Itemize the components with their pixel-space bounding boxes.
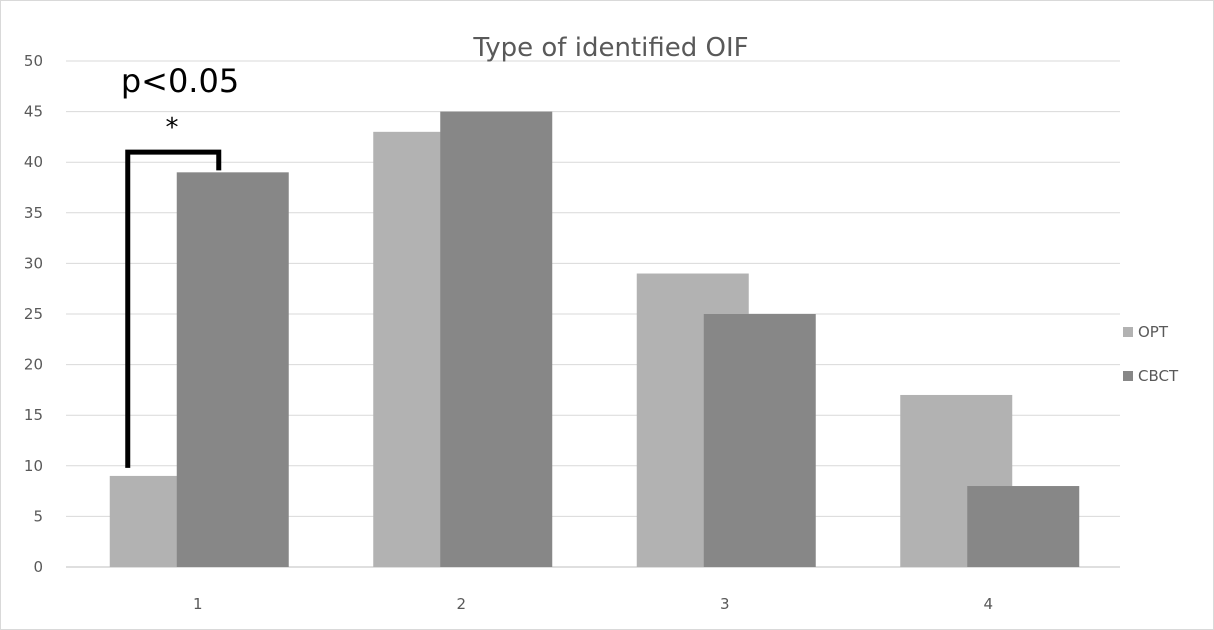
legend-label-cbct: CBCT bbox=[1138, 367, 1179, 385]
y-tick-label: 50 bbox=[24, 52, 43, 70]
significance-star: * bbox=[166, 113, 179, 143]
chart-title: Type of identified OIF bbox=[472, 33, 748, 63]
significance-bracket bbox=[125, 149, 222, 468]
y-tick-label: 0 bbox=[33, 558, 43, 576]
x-tick-label: 4 bbox=[983, 595, 993, 613]
legend-label-opt: OPT bbox=[1138, 323, 1169, 341]
y-tick-label: 10 bbox=[24, 457, 43, 475]
y-tick-label: 5 bbox=[33, 507, 43, 525]
p-value-label: p<0.05 bbox=[121, 62, 239, 100]
legend: OPT CBCT bbox=[1123, 323, 1179, 385]
bar-cbct-4 bbox=[967, 486, 1080, 567]
y-tick-label: 15 bbox=[24, 406, 43, 424]
x-tick-label: 1 bbox=[193, 595, 203, 613]
y-tick-label: 30 bbox=[24, 254, 43, 272]
bar-cbct-2 bbox=[440, 111, 553, 567]
x-tick-label: 3 bbox=[720, 595, 730, 613]
x-tick-label: 2 bbox=[456, 595, 466, 613]
y-tick-label: 20 bbox=[24, 356, 43, 374]
y-tick-label: 45 bbox=[24, 103, 43, 121]
legend-swatch-opt bbox=[1123, 327, 1133, 337]
y-tick-label: 35 bbox=[24, 204, 43, 222]
legend-swatch-cbct bbox=[1123, 371, 1133, 381]
y-tick-label: 25 bbox=[24, 305, 43, 323]
significance-annotation: p<0.05 * bbox=[121, 62, 239, 468]
axes: 0 5 10 15 20 25 30 35 40 45 50 1 2 3 4 bbox=[24, 52, 993, 613]
bar-cbct-1 bbox=[176, 172, 289, 567]
bar-cbct-3 bbox=[703, 314, 816, 567]
y-tick-label: 40 bbox=[24, 153, 43, 171]
bars bbox=[109, 111, 1080, 567]
